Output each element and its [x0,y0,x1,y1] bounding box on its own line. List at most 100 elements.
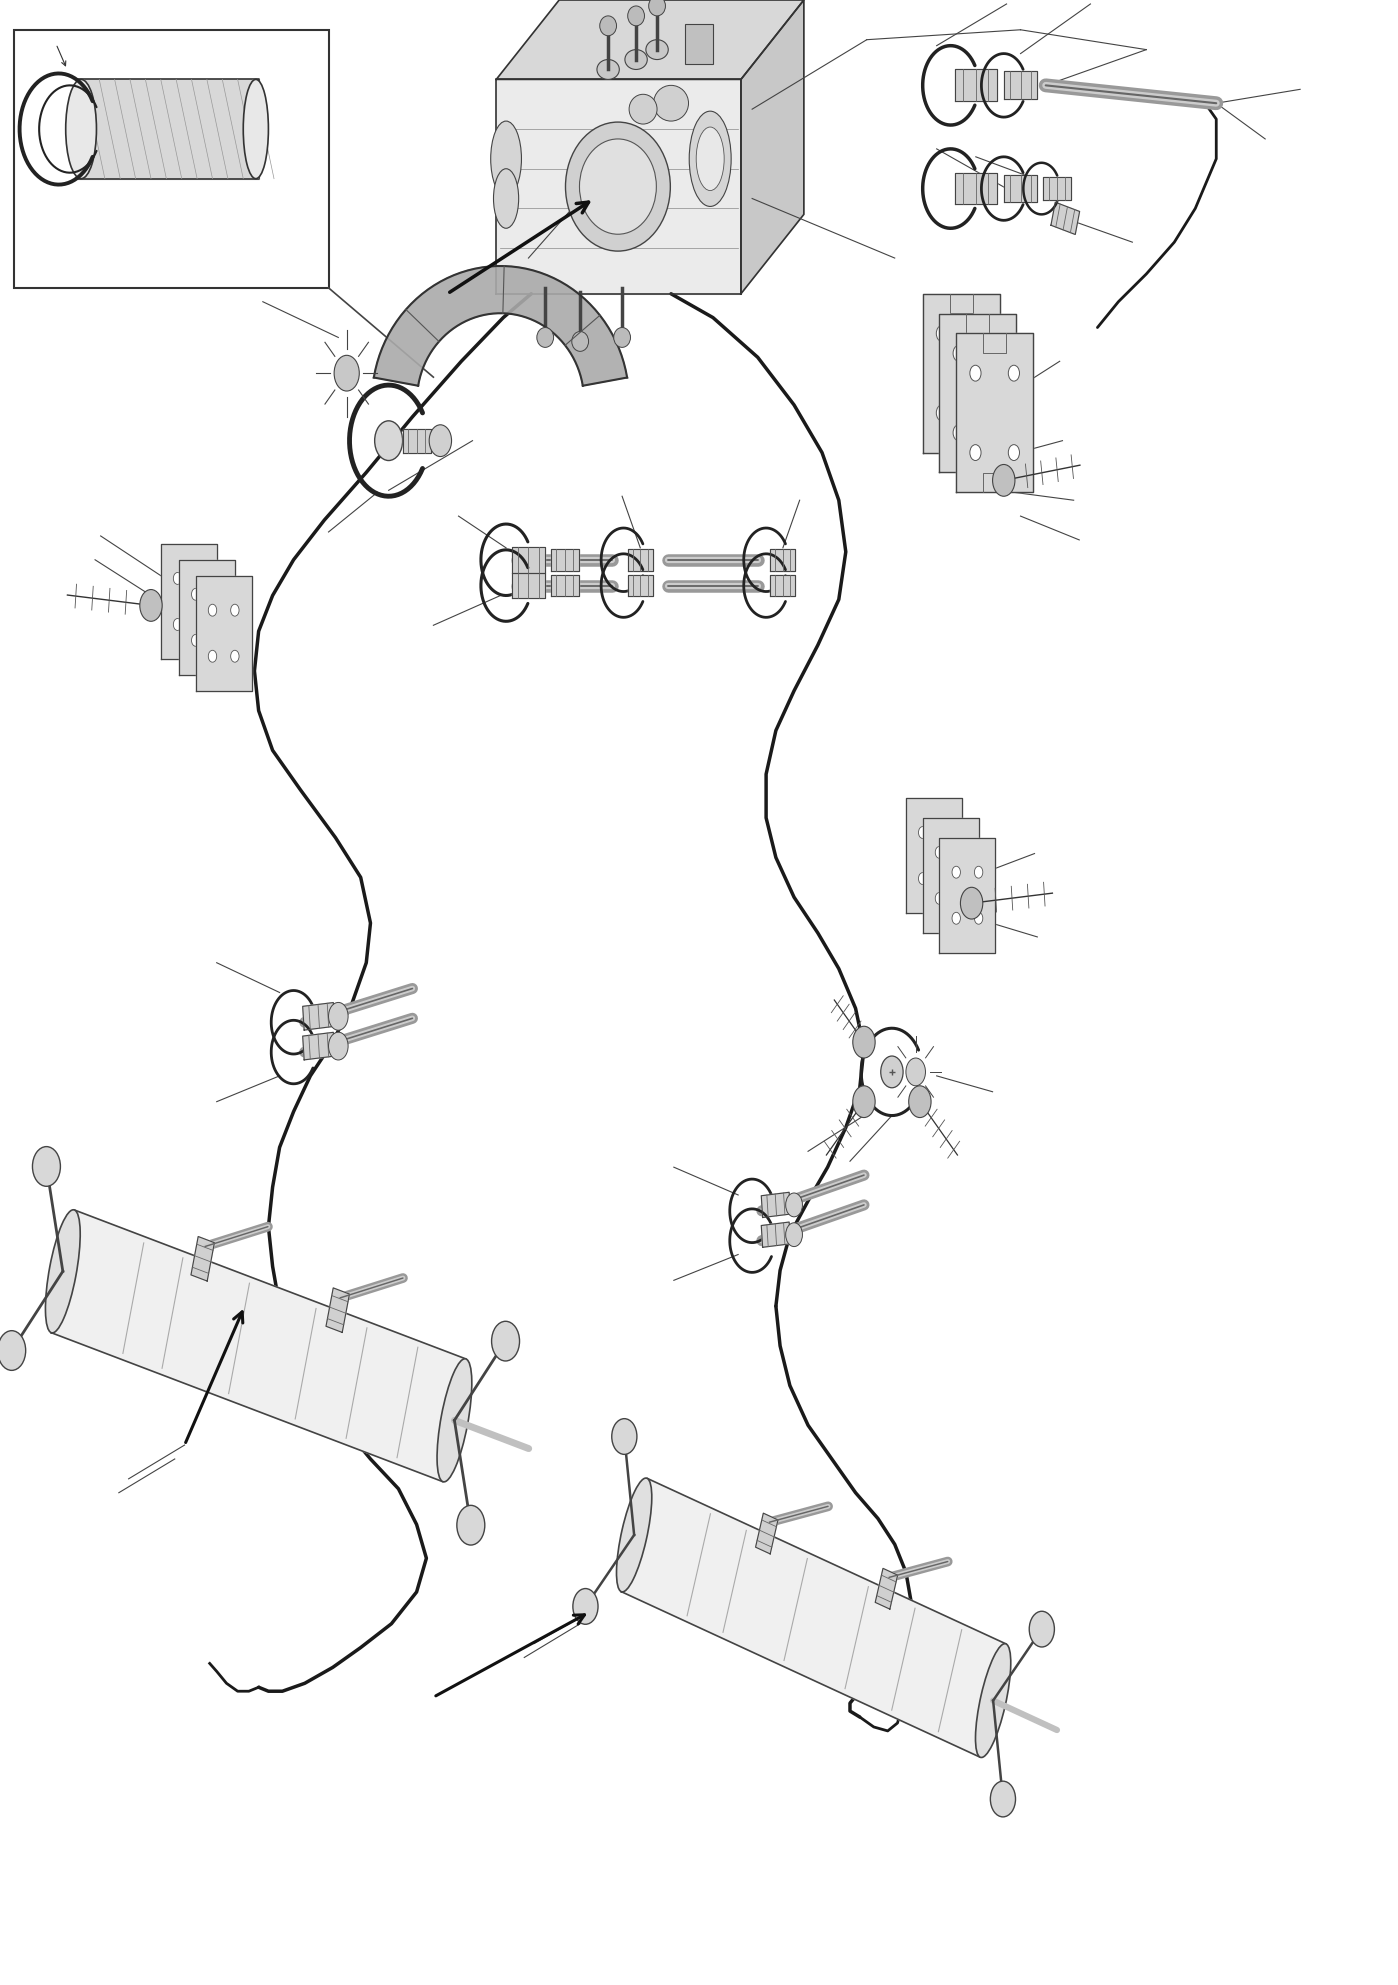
Polygon shape [762,1193,790,1217]
Polygon shape [755,1513,777,1554]
Ellipse shape [990,1781,1015,1816]
Ellipse shape [937,326,948,341]
Ellipse shape [492,1322,520,1362]
Ellipse shape [173,572,182,584]
Ellipse shape [952,865,960,877]
Polygon shape [955,173,997,204]
Polygon shape [628,550,653,572]
Polygon shape [192,1237,214,1280]
Ellipse shape [625,50,647,69]
Ellipse shape [853,1086,875,1118]
Ellipse shape [192,635,200,647]
Ellipse shape [991,425,1002,441]
Ellipse shape [991,345,1002,361]
Ellipse shape [1008,365,1019,381]
Ellipse shape [579,139,657,234]
Ellipse shape [970,445,981,461]
Ellipse shape [491,121,521,197]
Ellipse shape [853,1026,875,1058]
Polygon shape [741,0,804,294]
Polygon shape [628,576,653,597]
Ellipse shape [1029,1612,1054,1648]
Polygon shape [551,550,579,572]
Ellipse shape [32,1147,60,1187]
Ellipse shape [974,865,983,877]
Ellipse shape [457,1505,485,1544]
Ellipse shape [66,79,96,179]
Ellipse shape [600,16,617,36]
Ellipse shape [628,6,644,26]
Polygon shape [551,576,579,597]
Ellipse shape [918,873,927,885]
Ellipse shape [689,111,731,206]
Ellipse shape [334,355,359,391]
Polygon shape [512,574,545,599]
Ellipse shape [140,590,162,621]
Polygon shape [303,1032,334,1060]
Polygon shape [512,548,545,572]
Polygon shape [770,550,795,572]
Ellipse shape [614,328,630,347]
Ellipse shape [953,425,965,441]
Polygon shape [1004,71,1037,99]
Polygon shape [923,294,1000,453]
Ellipse shape [46,1209,80,1332]
Polygon shape [52,1211,466,1481]
Polygon shape [875,1568,898,1610]
Ellipse shape [918,826,927,838]
Ellipse shape [214,635,222,647]
Ellipse shape [214,588,222,599]
Ellipse shape [935,893,944,905]
Polygon shape [621,1479,1007,1757]
Ellipse shape [196,572,204,584]
Ellipse shape [970,365,981,381]
Ellipse shape [958,893,966,905]
Ellipse shape [649,0,665,16]
Ellipse shape [572,331,589,351]
Polygon shape [326,1288,350,1332]
Ellipse shape [537,328,554,347]
Ellipse shape [243,79,268,179]
Polygon shape [373,266,628,385]
Ellipse shape [881,1056,903,1088]
Ellipse shape [438,1360,471,1483]
Ellipse shape [653,85,688,121]
Ellipse shape [566,121,671,252]
Ellipse shape [597,60,619,79]
Polygon shape [939,838,995,953]
Polygon shape [403,429,431,453]
Ellipse shape [196,619,204,631]
Ellipse shape [906,1058,925,1086]
Polygon shape [303,1002,334,1030]
Ellipse shape [208,651,217,663]
Polygon shape [496,79,741,294]
Ellipse shape [629,95,657,125]
Ellipse shape [329,1002,348,1030]
Polygon shape [179,560,235,675]
Ellipse shape [375,421,403,461]
Ellipse shape [953,345,965,361]
Ellipse shape [208,603,217,615]
Ellipse shape [786,1193,802,1217]
Ellipse shape [909,1086,931,1118]
Ellipse shape [192,588,200,599]
Bar [685,24,713,64]
Polygon shape [939,314,1016,472]
Polygon shape [955,69,997,101]
Polygon shape [770,576,795,597]
Bar [14,30,329,288]
Ellipse shape [952,913,960,925]
Ellipse shape [646,40,668,60]
Ellipse shape [976,1644,1011,1757]
Polygon shape [196,576,252,691]
Ellipse shape [173,619,182,631]
Ellipse shape [1008,445,1019,461]
Ellipse shape [935,846,944,858]
Ellipse shape [617,1479,651,1592]
Ellipse shape [974,913,983,925]
Ellipse shape [974,405,986,421]
Polygon shape [1051,202,1079,234]
Polygon shape [496,0,804,79]
Ellipse shape [231,651,239,663]
Ellipse shape [960,887,983,919]
